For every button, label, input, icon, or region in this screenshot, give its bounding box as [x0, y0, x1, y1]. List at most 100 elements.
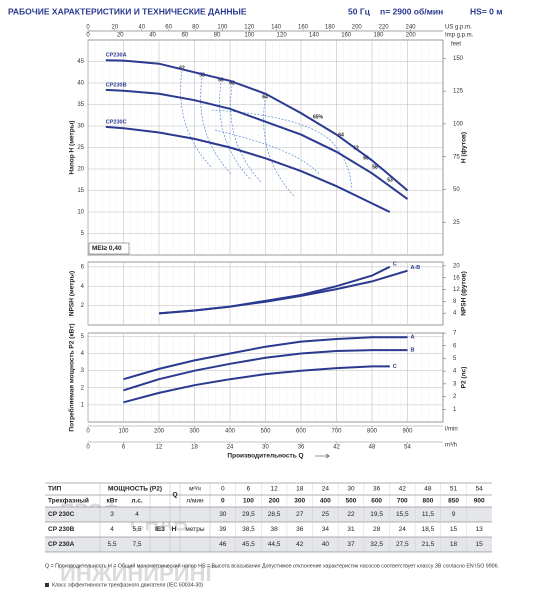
- table-cell: CP 230C: [48, 511, 75, 518]
- y2-tick-label: 25: [453, 220, 460, 226]
- y2-axis-title: H (футов): [461, 132, 468, 163]
- table-cell: 700: [397, 498, 408, 505]
- footnote: Класс эффективности трехфазного двигател…: [52, 582, 203, 588]
- x-tick-label: 100: [244, 33, 255, 39]
- table-cell: CP 230B: [48, 526, 75, 533]
- y-tick-label: 1: [81, 402, 85, 408]
- table-cell: 44,5: [268, 541, 281, 548]
- series-line: [105, 125, 391, 213]
- y-tick-label: 15: [77, 188, 84, 194]
- series-label: C: [393, 364, 397, 370]
- table-cell: 300: [294, 498, 305, 505]
- axis-unit: m³/h: [445, 443, 457, 449]
- x-tick-label: 140: [271, 25, 282, 31]
- table-cell: H: [172, 526, 177, 533]
- x-tick-label: 0: [86, 445, 90, 451]
- y2-axis-title: NPSH (футов): [461, 271, 468, 316]
- y2-tick-label: 4: [453, 369, 457, 375]
- table-cell: МОЩНОСТЬ (P2): [108, 486, 162, 493]
- axis-unit: Imp g.p.m.: [445, 33, 474, 39]
- table-cell: 100: [243, 498, 254, 505]
- footnote: Q = Производительность H = Общий маномет…: [45, 562, 499, 569]
- table-cell: 900: [474, 498, 485, 505]
- x-tick-label: 120: [244, 25, 255, 31]
- table-cell: 5,5: [132, 526, 141, 533]
- table-shade: [45, 507, 492, 522]
- table-cell: ТИП: [48, 486, 62, 493]
- table-cell: 27: [296, 511, 304, 518]
- x-tick-label: 36: [298, 445, 305, 451]
- table-cell: 36: [373, 486, 381, 493]
- note-box: [88, 242, 130, 255]
- efficiency-curve: [211, 109, 353, 191]
- x-tick-label: 200: [352, 25, 363, 31]
- y-tick-label: 25: [77, 145, 84, 151]
- table-cell: 42: [296, 541, 304, 548]
- table-shade: [45, 537, 492, 552]
- table-cell: 850: [448, 498, 459, 505]
- y-tick-label: 4: [81, 284, 85, 290]
- series-label: A-B: [411, 265, 421, 271]
- x-tick-label: 100: [118, 429, 129, 435]
- table-cell: 7,5: [132, 541, 141, 548]
- table-cell: 42: [399, 486, 407, 493]
- x-axis-title: Производительность Q: [227, 453, 303, 460]
- x-tick-label: 400: [225, 429, 236, 435]
- table-cell: 40: [322, 541, 330, 548]
- x-tick-label: 900: [402, 429, 413, 435]
- table-cell: 28,5: [268, 511, 281, 518]
- table-cell: 18: [450, 541, 458, 548]
- table-cell: 19,5: [370, 511, 383, 518]
- y2-tick-label: 8: [453, 299, 457, 305]
- table-cell: кВт: [106, 498, 117, 505]
- table-cell: 3: [110, 511, 114, 518]
- table-cell: 4: [110, 526, 114, 533]
- y-tick-label: 2: [81, 303, 85, 309]
- x-tick-label: 180: [373, 33, 384, 39]
- table-cell: 15: [476, 541, 484, 548]
- y2-tick-label: 5: [453, 356, 457, 362]
- y-tick-label: 3: [81, 368, 85, 374]
- table-cell: 37: [347, 541, 355, 548]
- x-tick-label: 120: [277, 33, 288, 39]
- x-tick-label: 220: [379, 25, 390, 31]
- x-tick-label: 160: [298, 25, 309, 31]
- x-tick-label: 40: [149, 33, 156, 39]
- table-cell: 45,5: [242, 541, 255, 548]
- suction: HS= 0 м: [470, 6, 503, 16]
- table-cell: 600: [371, 498, 382, 505]
- axis-unit: US g.p.m.: [445, 25, 472, 31]
- table-cell: 29,5: [242, 511, 255, 518]
- x-tick-label: 12: [156, 445, 163, 451]
- y2-tick-label: 50: [453, 187, 460, 193]
- series-line: [158, 265, 391, 315]
- title: РАБОЧИЕ ХАРАКТЕРИСТИКИ И ТЕХНИЧЕСКИЕ ДАН…: [8, 6, 247, 16]
- y-tick-label: 10: [77, 210, 84, 216]
- table-cell: 18,5: [422, 526, 435, 533]
- table-cell: 6: [247, 486, 251, 493]
- y-tick-label: 30: [77, 124, 84, 130]
- efficiency-curve: [219, 82, 252, 181]
- table-cell: 51: [450, 486, 458, 493]
- y2-tick-label: 75: [453, 154, 460, 160]
- y-axis-title: Потребляемая мощность P2 (кВт): [68, 323, 76, 431]
- table-cell: 18: [296, 486, 304, 493]
- series-line: [105, 59, 409, 192]
- table-cell: 9: [452, 511, 456, 518]
- y-axis-title: Напор H (метры): [69, 121, 76, 175]
- series-line: [105, 88, 409, 200]
- arrow: [315, 453, 330, 459]
- x-tick-label: 200: [406, 33, 417, 39]
- table-cell: л/мин: [186, 498, 204, 505]
- table-cell: 39: [219, 526, 227, 533]
- table-cell: 500: [346, 498, 357, 505]
- table-cell: 30: [219, 511, 227, 518]
- x-tick-label: 160: [341, 33, 352, 39]
- table-cell: 5,5: [107, 541, 116, 548]
- table-cell: м³/ч: [189, 486, 201, 493]
- table-cell: 28: [373, 526, 381, 533]
- efficiency-curve: [263, 99, 296, 198]
- y-tick-label: 40: [77, 81, 84, 87]
